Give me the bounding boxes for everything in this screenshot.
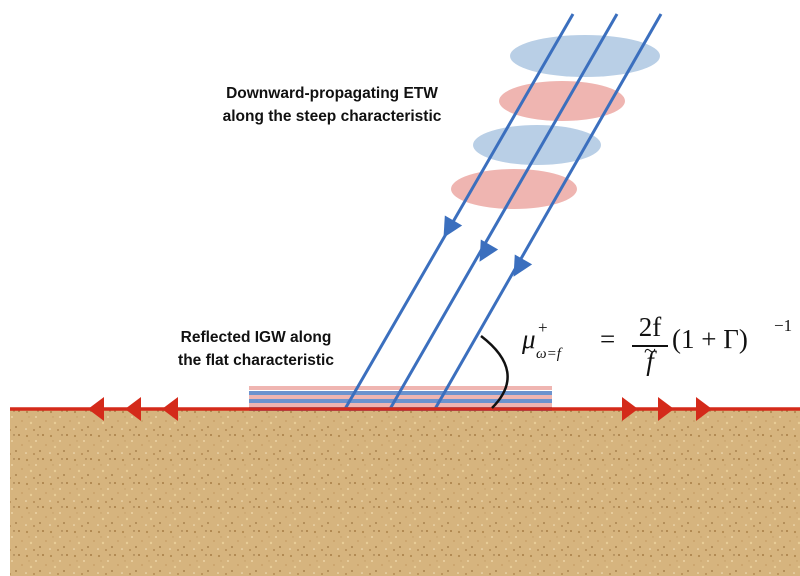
etw-label-line2: along the steep characteristic: [222, 108, 442, 125]
wave-packet-4: [451, 169, 577, 209]
ray-arrowhead-3: [513, 254, 533, 277]
ground-arrow-right-1: [622, 397, 638, 421]
igw-label-line2: the flat characteristic: [178, 352, 334, 369]
etw-label: Downward-propagating ETW along the steep…: [182, 82, 482, 128]
ground-arrow-left-3: [162, 397, 178, 421]
ray-3: [433, 13, 663, 410]
ray-1: [343, 13, 575, 410]
ground-arrow-left-1: [88, 397, 104, 421]
ray-arrowhead-2: [479, 239, 499, 262]
etw-label-line1: Downward-propagating ETW: [226, 85, 438, 102]
wave-packet-2: [499, 81, 625, 121]
equation-denominator: f: [646, 346, 654, 376]
sand-ground: [10, 409, 800, 576]
equation-superscript: +: [538, 318, 548, 337]
ground-arrow-left-2: [125, 397, 141, 421]
angle-equation: μ + ω=f = 2f f ~ (1 + Γ) −1: [522, 312, 793, 388]
angle-arc: [480, 335, 509, 409]
fraction-bar: [632, 345, 668, 347]
wave-packet-1: [510, 35, 660, 77]
equation-numerator: 2f: [638, 312, 662, 342]
characteristic-rays: [343, 13, 663, 410]
ground-arrow-right-3: [696, 397, 712, 421]
ground-arrows: [88, 397, 712, 421]
igw-stripe-3: [249, 395, 552, 399]
wave-packets: [451, 35, 660, 209]
equation-factor: (1 + Γ): [672, 324, 748, 354]
equation-symbol: μ: [522, 324, 536, 354]
equation-tilde: ~: [644, 338, 656, 363]
equation-subscript: ω=f: [536, 346, 561, 362]
ray-arrowhead-1: [443, 215, 463, 238]
equation-exponent: −1: [774, 316, 793, 335]
igw-stripe-5: [249, 403, 552, 407]
igw-label: Reflected IGW along the flat characteris…: [140, 326, 372, 372]
equation-equals: =: [600, 324, 616, 354]
igw-label-line1: Reflected IGW along: [180, 329, 332, 346]
igw-stripe-4: [249, 399, 552, 403]
wave-packet-3: [473, 125, 601, 165]
ground-arrow-right-2: [658, 397, 674, 421]
ray-2: [388, 13, 619, 410]
